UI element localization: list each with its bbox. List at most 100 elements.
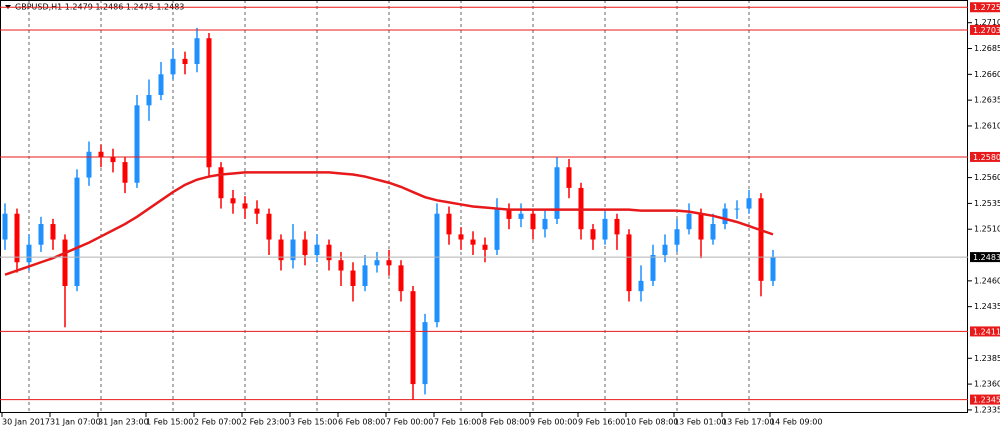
candle-body (218, 167, 224, 199)
level-label: 1.2703 (973, 26, 1000, 35)
x-tick-label: 10 Feb 08:00 (626, 418, 678, 427)
candle-body (506, 208, 512, 219)
level-label-box (970, 2, 1000, 13)
candle-body (146, 94, 152, 106)
candle-body (278, 239, 284, 261)
level-label: 1.2345 (973, 396, 1000, 405)
candle-body (386, 260, 392, 266)
candle-body (26, 244, 32, 263)
candle-body (158, 74, 164, 95)
candle-body (398, 265, 404, 292)
candle-body (194, 38, 200, 65)
moving-average (4, 171, 774, 276)
price-label-box (970, 252, 1000, 263)
candle-body (242, 203, 248, 209)
x-tick-label: 13 Feb 17:00 (722, 418, 774, 427)
candle-body (38, 224, 44, 245)
x-tick-label: 9 Feb 16:00 (578, 418, 625, 427)
x-tick-label: 31 Jan 23:00 (98, 418, 149, 427)
candle-body (338, 260, 344, 271)
level-label: 1.2580 (973, 153, 1000, 162)
x-tick-label: 7 Feb 00:00 (386, 418, 433, 427)
y-tick-label: 1.2560 (974, 173, 1000, 182)
y-tick-label: 1.2360 (974, 380, 1000, 389)
x-tick-label: 8 Feb 08:00 (482, 418, 529, 427)
candle-body (482, 244, 488, 250)
candle-body (374, 260, 380, 266)
y-tick-label: 1.2660 (974, 70, 1000, 79)
y-tick-label: 1.2635 (974, 96, 1000, 105)
candle-body (758, 198, 764, 281)
candle-body (686, 213, 692, 230)
level-label: 1.2725 (973, 3, 1000, 12)
y-tick-label: 1.2385 (974, 354, 1000, 363)
candle-body (662, 244, 668, 256)
x-tick-label: 14 Feb 09:00 (770, 418, 822, 427)
candle-body (254, 208, 260, 214)
candle-body (98, 151, 104, 157)
candle-body (14, 213, 20, 263)
level-label-box (970, 326, 1000, 337)
candle-body (314, 244, 320, 256)
candle-body (650, 255, 656, 281)
candle-body (2, 213, 8, 240)
candle-body (86, 151, 92, 178)
candle-body (266, 213, 272, 240)
candle-body (626, 234, 632, 292)
candle-body (470, 239, 476, 245)
candle-body (530, 213, 536, 230)
candle-body (410, 291, 416, 385)
x-tick-label: 2 Feb 07:00 (194, 418, 241, 427)
y-tick-label: 1.2535 (974, 199, 1000, 208)
candle-body (674, 229, 680, 245)
candle-body (590, 229, 596, 240)
candle-body (746, 198, 752, 209)
x-tick-label: 31 Jan 07:00 (50, 418, 101, 427)
candle-body (458, 234, 464, 240)
candle-body (434, 213, 440, 323)
candle-body (350, 270, 356, 287)
candle-body (602, 218, 608, 240)
x-tick-label: 13 Feb 01:00 (674, 418, 726, 427)
y-tick-label: 1.2460 (974, 276, 1000, 285)
candle-body (638, 280, 644, 292)
x-tick-label: 30 Jan 2017 (2, 418, 50, 427)
candle-body (566, 167, 572, 188)
candle-body (110, 156, 116, 163)
candle-body (614, 218, 620, 235)
candle-body (518, 213, 524, 219)
level-label-box (970, 151, 1000, 162)
y-tick-label: 1.2335 (974, 405, 1000, 414)
level-label: 1.2411 (973, 327, 1000, 336)
candle-body (770, 257, 776, 281)
price-label: 1.2483 (973, 253, 1000, 262)
candle-body (734, 208, 740, 210)
candle-body (698, 213, 704, 240)
candle-body (554, 167, 560, 219)
level-label-box (970, 24, 1000, 35)
candle-body (170, 58, 176, 75)
candle-body (326, 244, 332, 261)
x-tick-label: 6 Feb 08:00 (338, 418, 385, 427)
candle-body (74, 177, 80, 287)
candle-body (290, 239, 296, 261)
x-tick-label: 9 Feb 00:00 (530, 418, 577, 427)
candle-body (134, 105, 140, 183)
y-tick-label: 1.2685 (974, 44, 1000, 53)
candle-body (446, 213, 452, 235)
candle-body (302, 239, 308, 256)
candle-body (542, 218, 548, 230)
x-tick-label: 3 Feb 15:00 (290, 418, 337, 427)
candle-body (494, 208, 500, 250)
level-label-box (970, 394, 1000, 405)
y-tick-label: 1.2610 (974, 121, 1000, 130)
candle-body (422, 322, 428, 385)
candle-body (230, 198, 236, 204)
candle-body (710, 224, 716, 240)
candle-body (122, 162, 128, 183)
y-tick-label: 1.2435 (974, 302, 1000, 311)
x-tick-label: 2 Feb 23:00 (242, 418, 289, 427)
candle-body (182, 58, 188, 65)
